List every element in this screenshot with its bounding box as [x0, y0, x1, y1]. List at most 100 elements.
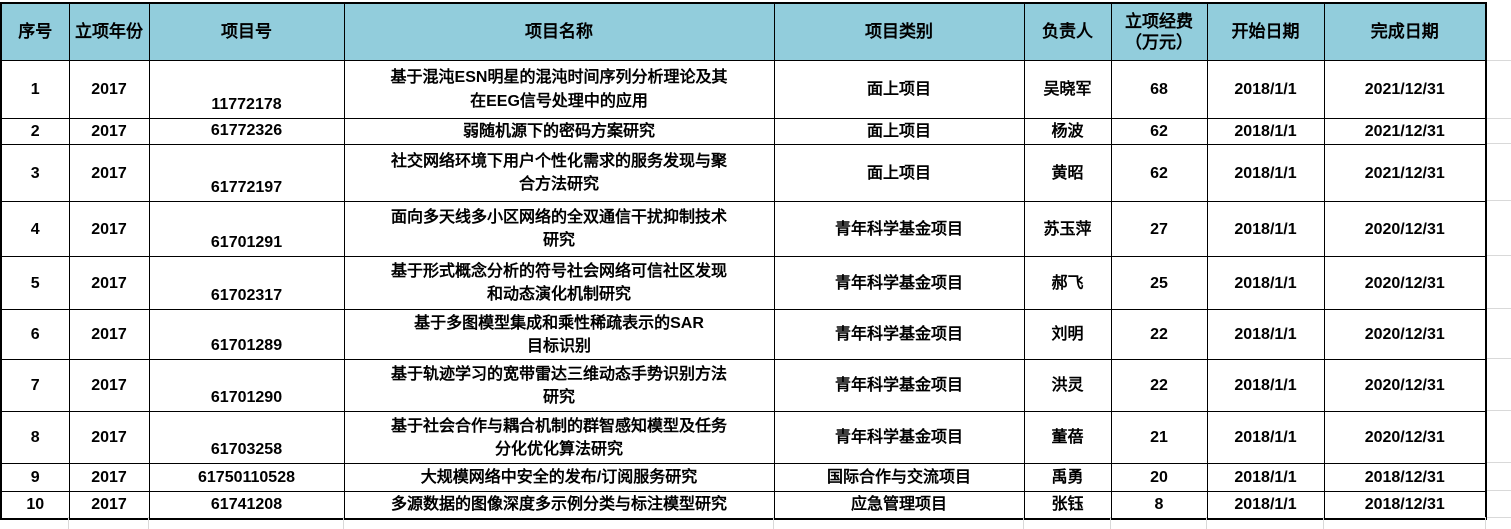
column-header-year[interactable]: 立项年份	[68, 2, 150, 61]
cell-project_no[interactable]: 61701289	[148, 309, 345, 361]
cell-start_date[interactable]: 2018/1/1	[1206, 309, 1325, 361]
cell-category[interactable]: 青年科学基金项目	[773, 411, 1025, 465]
cell-name[interactable]: 弱随机源下的密码方案研究	[343, 117, 775, 146]
cell-pi[interactable]: 吴晓军	[1023, 60, 1112, 119]
cell-seq[interactable]: 5	[0, 256, 70, 311]
cell-end_date[interactable]: 2020/12/31	[1323, 359, 1487, 413]
cell-end_date[interactable]: 2021/12/31	[1323, 144, 1487, 203]
cell-category[interactable]: 应急管理项目	[773, 491, 1025, 520]
cell-end_date[interactable]: 2020/12/31	[1323, 309, 1487, 361]
cell-end_date[interactable]: 2020/12/31	[1323, 411, 1487, 465]
cell-year[interactable]: 2017	[68, 117, 150, 146]
cell-funding[interactable]: 62	[1110, 117, 1208, 146]
cell-year[interactable]: 2017	[68, 256, 150, 311]
cell-name[interactable]: 基于社会合作与耦合机制的群智感知模型及任务 分化优化算法研究	[343, 411, 775, 465]
cell-end_date[interactable]: 2020/12/31	[1323, 256, 1487, 311]
cell-year[interactable]: 2017	[68, 359, 150, 413]
cell-funding[interactable]: 68	[1110, 60, 1208, 119]
cell-pi[interactable]: 禹勇	[1023, 463, 1112, 493]
column-header-start_date[interactable]: 开始日期	[1206, 2, 1325, 61]
cell-end_date[interactable]: 2018/12/31	[1323, 463, 1487, 493]
column-header-funding[interactable]: 立项经费 （万元）	[1110, 2, 1208, 61]
cell-project_no[interactable]: 61750110528	[148, 463, 345, 493]
cell-start_date[interactable]: 2018/1/1	[1206, 144, 1325, 203]
cell-name[interactable]: 多源数据的图像深度多示例分类与标注模型研究	[343, 491, 775, 520]
cell-project_no[interactable]: 61701290	[148, 359, 345, 413]
cell-year[interactable]: 2017	[68, 491, 150, 520]
cell-seq[interactable]: 3	[0, 144, 70, 203]
cell-seq[interactable]: 10	[0, 491, 70, 520]
cell-seq[interactable]: 7	[0, 359, 70, 413]
cell-project_no[interactable]: 61701291	[148, 201, 345, 258]
column-header-seq[interactable]: 序号	[0, 2, 70, 61]
cell-year[interactable]: 2017	[68, 201, 150, 258]
cell-year[interactable]: 2017	[68, 463, 150, 493]
cell-funding[interactable]: 62	[1110, 144, 1208, 203]
cell-funding[interactable]: 27	[1110, 201, 1208, 258]
cell-category[interactable]: 青年科学基金项目	[773, 359, 1025, 413]
cell-pi[interactable]: 黄昭	[1023, 144, 1112, 203]
cell-pi[interactable]: 洪灵	[1023, 359, 1112, 413]
cell-name[interactable]: 基于轨迹学习的宽带雷达三维动态手势识别方法 研究	[343, 359, 775, 413]
cell-funding[interactable]: 20	[1110, 463, 1208, 493]
cell-start_date[interactable]: 2018/1/1	[1206, 463, 1325, 493]
cell-category[interactable]: 面上项目	[773, 117, 1025, 146]
column-header-project_no[interactable]: 项目号	[148, 2, 345, 61]
cell-project_no[interactable]: 61702317	[148, 256, 345, 311]
column-header-pi[interactable]: 负责人	[1023, 2, 1112, 61]
cell-end_date[interactable]: 2018/12/31	[1323, 491, 1487, 520]
cell-year[interactable]: 2017	[68, 411, 150, 465]
cell-seq[interactable]: 9	[0, 463, 70, 493]
cell-project_no[interactable]: 61741208	[148, 491, 345, 520]
cell-seq[interactable]: 1	[0, 60, 70, 119]
cell-category[interactable]: 青年科学基金项目	[773, 201, 1025, 258]
cell-name[interactable]: 基于混沌ESN明星的混沌时间序列分析理论及其 在EEG信号处理中的应用	[343, 60, 775, 119]
cell-project_no[interactable]: 61772197	[148, 144, 345, 203]
cell-start_date[interactable]: 2018/1/1	[1206, 256, 1325, 311]
cell-pi[interactable]: 张钰	[1023, 491, 1112, 520]
cell-seq[interactable]: 6	[0, 309, 70, 361]
column-header-end_date[interactable]: 完成日期	[1323, 2, 1487, 61]
cell-year[interactable]: 2017	[68, 144, 150, 203]
cell-name[interactable]: 大规模网络中安全的发布/订阅服务研究	[343, 463, 775, 493]
column-header-category[interactable]: 项目类别	[773, 2, 1025, 61]
cell-project_no[interactable]: 61703258	[148, 411, 345, 465]
cell-category[interactable]: 面上项目	[773, 60, 1025, 119]
cell-name[interactable]: 社交网络环境下用户个性化需求的服务发现与聚 合方法研究	[343, 144, 775, 203]
cell-category[interactable]: 青年科学基金项目	[773, 309, 1025, 361]
gridline-h	[1487, 255, 1511, 256]
cell-start_date[interactable]: 2018/1/1	[1206, 359, 1325, 413]
cell-project_no[interactable]: 61772326	[148, 117, 345, 146]
cell-pi[interactable]: 苏玉萍	[1023, 201, 1112, 258]
cell-name[interactable]: 面向多天线多小区网络的全双通信干扰抑制技术 研究	[343, 201, 775, 258]
cell-start_date[interactable]: 2018/1/1	[1206, 491, 1325, 520]
cell-end_date[interactable]: 2021/12/31	[1323, 117, 1487, 146]
cell-start_date[interactable]: 2018/1/1	[1206, 201, 1325, 258]
cell-pi[interactable]: 杨波	[1023, 117, 1112, 146]
cell-start_date[interactable]: 2018/1/1	[1206, 411, 1325, 465]
cell-category[interactable]: 青年科学基金项目	[773, 256, 1025, 311]
cell-funding[interactable]: 22	[1110, 359, 1208, 413]
cell-seq[interactable]: 2	[0, 117, 70, 146]
cell-funding[interactable]: 21	[1110, 411, 1208, 465]
column-header-name[interactable]: 项目名称	[343, 2, 775, 61]
cell-pi[interactable]: 郝飞	[1023, 256, 1112, 311]
cell-category[interactable]: 面上项目	[773, 144, 1025, 203]
cell-name[interactable]: 基于形式概念分析的符号社会网络可信社区发现 和动态演化机制研究	[343, 256, 775, 311]
cell-start_date[interactable]: 2018/1/1	[1206, 117, 1325, 146]
cell-year[interactable]: 2017	[68, 60, 150, 119]
cell-project_no[interactable]: 11772178	[148, 60, 345, 119]
cell-seq[interactable]: 4	[0, 201, 70, 258]
cell-end_date[interactable]: 2021/12/31	[1323, 60, 1487, 119]
cell-name[interactable]: 基于多图模型集成和乘性稀疏表示的SAR 目标识别	[343, 309, 775, 361]
cell-funding[interactable]: 25	[1110, 256, 1208, 311]
cell-category[interactable]: 国际合作与交流项目	[773, 463, 1025, 493]
cell-pi[interactable]: 董蓓	[1023, 411, 1112, 465]
cell-funding[interactable]: 8	[1110, 491, 1208, 520]
cell-year[interactable]: 2017	[68, 309, 150, 361]
cell-seq[interactable]: 8	[0, 411, 70, 465]
cell-start_date[interactable]: 2018/1/1	[1206, 60, 1325, 119]
cell-end_date[interactable]: 2020/12/31	[1323, 201, 1487, 258]
cell-pi[interactable]: 刘明	[1023, 309, 1112, 361]
cell-funding[interactable]: 22	[1110, 309, 1208, 361]
